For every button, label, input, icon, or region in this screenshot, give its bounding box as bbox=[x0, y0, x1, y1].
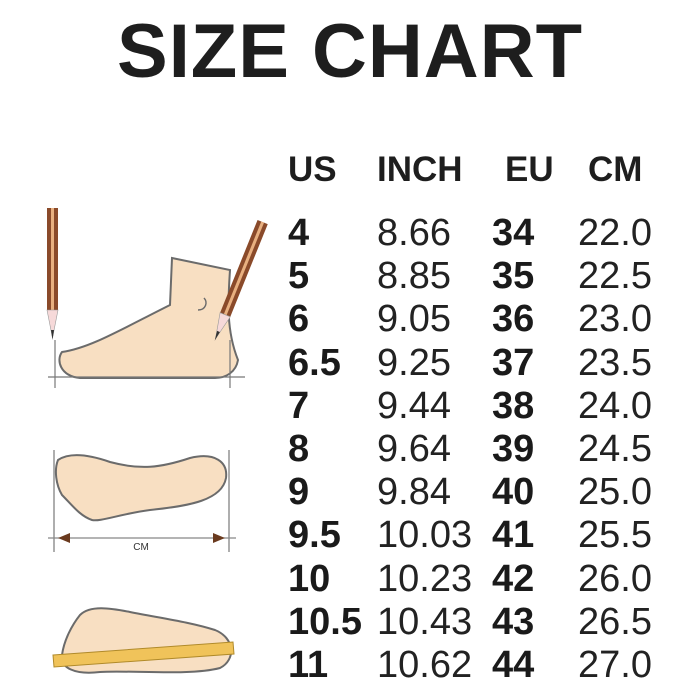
cell-cm: 26.0 bbox=[578, 557, 652, 600]
cell-us: 6.5 bbox=[288, 341, 341, 384]
cell-us: 9 bbox=[288, 471, 310, 514]
cell-cm: 26.5 bbox=[578, 600, 652, 643]
cell-cm: 27.0 bbox=[578, 644, 652, 686]
cell-eu: 37 bbox=[492, 341, 535, 384]
cell-cm: 24.0 bbox=[578, 384, 652, 427]
cell-cm: 22.0 bbox=[578, 212, 652, 254]
cell-us: 11 bbox=[288, 644, 329, 686]
cm-label: CM bbox=[133, 542, 149, 553]
cell-inch: 10.23 bbox=[377, 557, 473, 600]
cell-cm: 25.5 bbox=[578, 514, 652, 557]
cell-eu: 38 bbox=[492, 384, 535, 427]
pencil-right-icon bbox=[214, 219, 268, 341]
cell-cm: 24.5 bbox=[578, 428, 652, 470]
header-eu: EU bbox=[505, 150, 554, 189]
cell-us: 4 bbox=[288, 212, 310, 254]
cell-eu: 43 bbox=[492, 600, 535, 643]
cell-eu: 35 bbox=[492, 255, 535, 298]
cell-eu: 34 bbox=[492, 212, 535, 254]
cell-us: 7 bbox=[288, 384, 310, 427]
cell-cm: 25.0 bbox=[578, 471, 652, 514]
cell-cm: 22.5 bbox=[578, 255, 652, 298]
cell-eu: 42 bbox=[492, 557, 535, 600]
cell-us: 10 bbox=[288, 557, 331, 600]
page-title: SIZE CHART bbox=[117, 9, 583, 94]
cell-inch: 10.03 bbox=[377, 514, 473, 557]
cell-inch: 8.66 bbox=[377, 212, 451, 254]
header-us: US bbox=[288, 150, 337, 189]
cell-inch: 9.64 bbox=[377, 428, 451, 470]
cell-us: 10.5 bbox=[288, 600, 362, 643]
cell-inch: 10.43 bbox=[377, 600, 473, 643]
cell-eu: 36 bbox=[492, 298, 535, 341]
header-inch: INCH bbox=[377, 150, 463, 189]
foot-ruler-icon bbox=[52, 607, 235, 674]
cell-cm: 23.0 bbox=[578, 298, 652, 341]
header-cm: CM bbox=[588, 150, 643, 189]
top-foot-icon bbox=[48, 450, 236, 552]
cell-us: 5 bbox=[288, 255, 310, 298]
cell-eu: 39 bbox=[492, 428, 535, 470]
cell-eu: 41 bbox=[492, 514, 535, 557]
cell-eu: 40 bbox=[492, 471, 535, 514]
cell-inch: 9.44 bbox=[377, 384, 451, 427]
foot-measurement-illustration: CM bbox=[46, 208, 268, 674]
cell-us: 8 bbox=[288, 428, 310, 470]
cell-inch: 9.25 bbox=[377, 341, 451, 384]
cell-inch: 10.62 bbox=[377, 644, 473, 686]
cell-us: 9.5 bbox=[288, 514, 341, 557]
pencil-left-icon bbox=[46, 208, 59, 340]
cell-inch: 8.85 bbox=[377, 255, 451, 298]
cell-cm: 23.5 bbox=[578, 341, 652, 384]
cell-eu: 44 bbox=[492, 644, 535, 686]
side-foot-icon bbox=[48, 256, 245, 388]
cell-us: 6 bbox=[288, 298, 310, 341]
cell-inch: 9.84 bbox=[377, 471, 451, 514]
cell-inch: 9.05 bbox=[377, 298, 451, 341]
